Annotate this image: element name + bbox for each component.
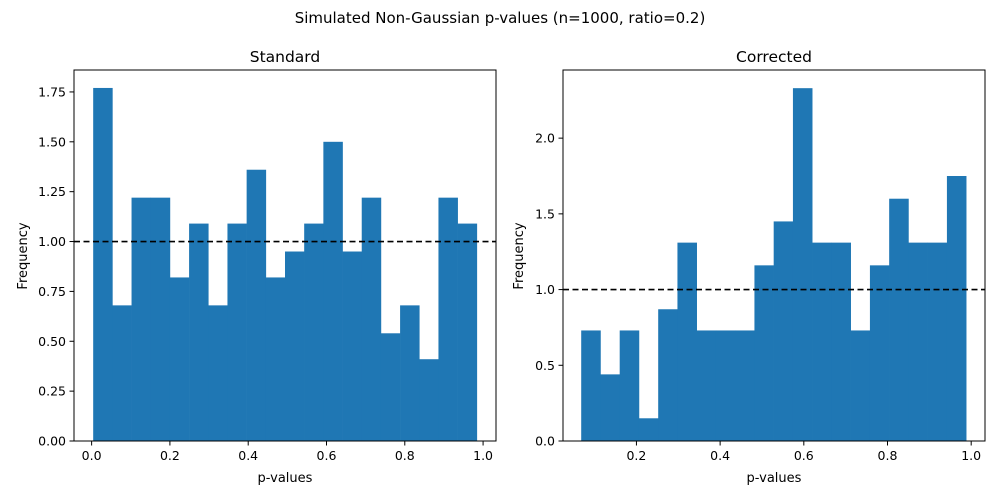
corrected-bar bbox=[696, 330, 717, 441]
standard-bar bbox=[457, 223, 478, 441]
corrected-ytick-label: 0.0 bbox=[535, 434, 555, 449]
standard-ytick-label: 0.00 bbox=[38, 434, 66, 449]
corrected-xtick-label: 0.4 bbox=[710, 448, 730, 463]
standard-ytick-label: 1.75 bbox=[38, 84, 66, 99]
standard-bar bbox=[361, 197, 382, 441]
standard-bar bbox=[400, 305, 420, 441]
corrected-xtick-label: 0.8 bbox=[878, 448, 898, 463]
standard-xtick-label: 1.0 bbox=[473, 448, 493, 463]
corrected-ytick-label: 1.5 bbox=[535, 206, 555, 221]
standard-xtick-label: 0.6 bbox=[317, 448, 337, 463]
standard-bar bbox=[112, 305, 132, 441]
standard-ytick-label: 0.75 bbox=[38, 284, 66, 299]
corrected-bar bbox=[581, 330, 601, 441]
standard-bar bbox=[246, 169, 267, 441]
corrected-bar bbox=[850, 330, 871, 441]
standard-bar bbox=[304, 223, 324, 441]
corrected-bar bbox=[946, 176, 967, 441]
standard-bar bbox=[380, 333, 401, 441]
standard-axes-frame bbox=[73, 69, 497, 442]
standard-xlabel: p-values bbox=[258, 471, 313, 486]
standard-ytick-label: 1.50 bbox=[38, 134, 66, 149]
standard-bar bbox=[169, 277, 190, 441]
corrected-panel: Corrected p-values Frequency 0.2 0.4 0.6 0.… bbox=[512, 48, 986, 486]
standard-bar bbox=[150, 197, 171, 441]
corrected-bar bbox=[715, 330, 736, 441]
standard-bar bbox=[342, 251, 363, 441]
standard-xtick-label: 0.2 bbox=[160, 448, 180, 463]
corrected-ylabel: Frequency bbox=[512, 222, 527, 289]
corrected-bar bbox=[638, 418, 659, 441]
corrected-ytick-label: 0.5 bbox=[535, 358, 555, 373]
corrected-bar bbox=[889, 198, 909, 441]
corrected-ytick-label: 1.0 bbox=[535, 282, 555, 297]
standard-xtick-label: 0.0 bbox=[82, 448, 102, 463]
corrected-bar bbox=[735, 330, 755, 441]
corrected-xtick-label: 0.2 bbox=[626, 448, 646, 463]
standard-bar bbox=[189, 223, 209, 441]
corrected-bar bbox=[908, 242, 928, 441]
corrected-bar bbox=[831, 242, 851, 441]
corrected-title: Corrected bbox=[736, 48, 812, 66]
corrected-xtick-label: 1.0 bbox=[961, 448, 981, 463]
corrected-bar bbox=[927, 242, 948, 441]
corrected-bar bbox=[677, 242, 697, 441]
corrected-xlabel: p-values bbox=[747, 471, 802, 486]
corrected-bar bbox=[869, 265, 890, 441]
standard-ytick-label: 1.00 bbox=[38, 234, 66, 249]
standard-ylabel: Frequency bbox=[16, 222, 31, 289]
standard-ytick-label: 1.25 bbox=[38, 184, 66, 199]
corrected-bar bbox=[658, 309, 678, 441]
standard-xtick-label: 0.4 bbox=[238, 448, 258, 463]
standard-bar bbox=[438, 197, 458, 441]
standard-title: Standard bbox=[250, 48, 321, 66]
standard-bar bbox=[131, 197, 152, 441]
corrected-bar bbox=[600, 374, 620, 441]
corrected-axes-frame bbox=[562, 69, 986, 442]
corrected-bar bbox=[619, 330, 640, 441]
standard-panel: Standard p-values Frequency 0.0 0.2 0.4 0.6… bbox=[16, 48, 497, 486]
standard-ytick-label: 0.25 bbox=[38, 384, 66, 399]
standard-bar bbox=[323, 141, 343, 441]
corrected-xtick-label: 0.6 bbox=[794, 448, 814, 463]
standard-xtick-label: 0.8 bbox=[395, 448, 415, 463]
standard-bar bbox=[285, 251, 305, 441]
standard-ytick-label: 0.50 bbox=[38, 334, 66, 349]
standard-bar bbox=[208, 305, 228, 441]
standard-bar bbox=[265, 277, 286, 441]
corrected-bar bbox=[792, 88, 813, 442]
corrected-bar bbox=[812, 242, 832, 441]
corrected-bar bbox=[754, 265, 774, 441]
corrected-ytick-label: 2.0 bbox=[535, 131, 555, 146]
standard-bar bbox=[93, 87, 113, 442]
standard-bar bbox=[227, 223, 247, 441]
standard-bar bbox=[419, 359, 439, 441]
figure-suptitle: Simulated Non-Gaussian p-values (n=1000,… bbox=[295, 9, 706, 27]
corrected-bar bbox=[773, 221, 794, 441]
